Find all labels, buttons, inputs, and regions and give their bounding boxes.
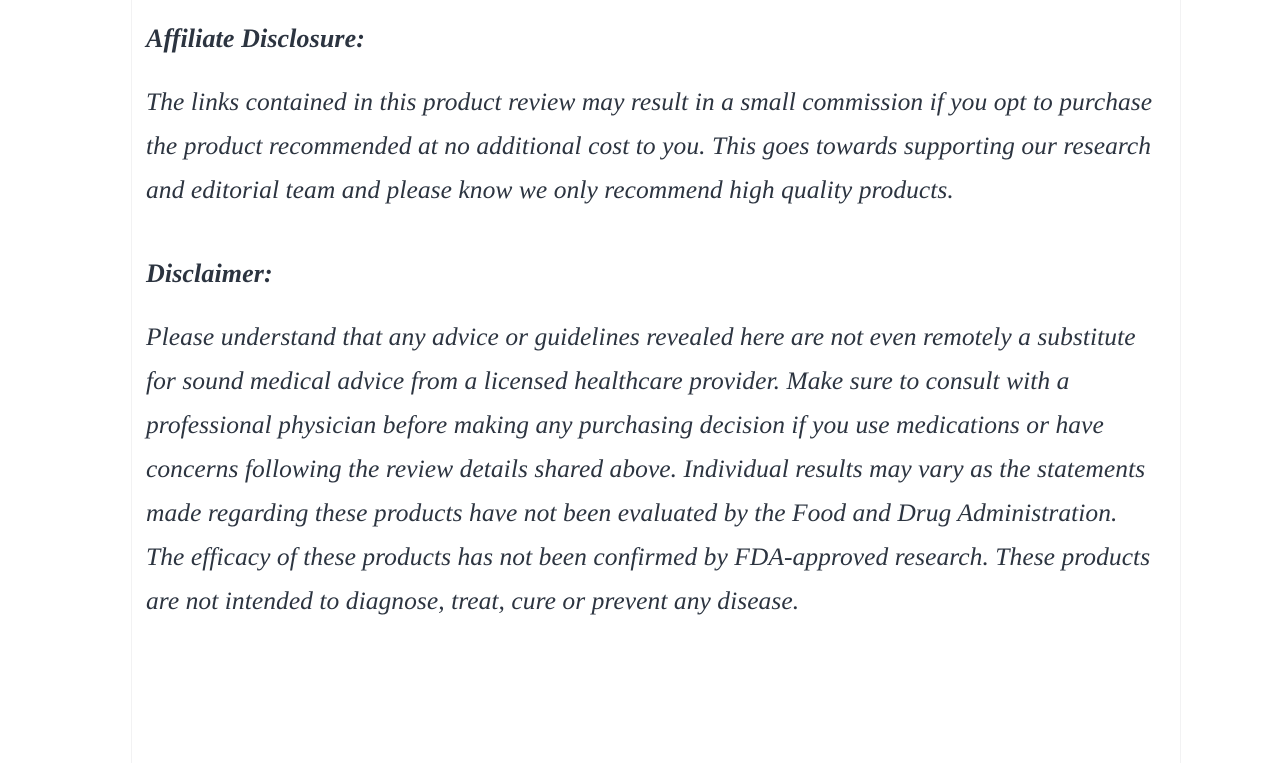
affiliate-disclosure-paragraph: The links contained in this product revi… [146,87,1153,204]
disclaimer-heading: Disclaimer: [146,259,273,288]
disclaimer-paragraph: Please understand that any advice or gui… [146,322,1151,615]
content-column-right-rule [1180,0,1181,763]
article-body: Affiliate Disclosure: The links containe… [146,0,1166,623]
affiliate-disclosure-heading: Affiliate Disclosure: [146,24,365,53]
article-container: Affiliate Disclosure: The links containe… [132,0,1180,763]
content-column-left-rule [131,0,132,763]
